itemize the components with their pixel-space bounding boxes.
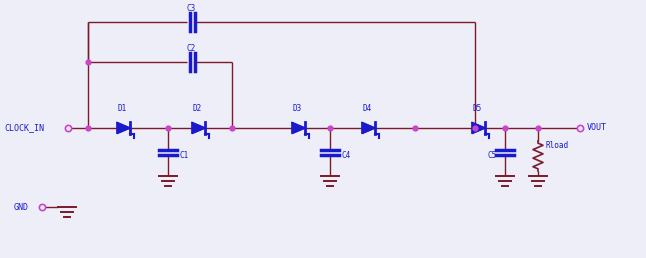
Polygon shape	[117, 122, 130, 134]
Text: D1: D1	[118, 104, 127, 113]
Text: D2: D2	[193, 104, 202, 113]
Text: D5: D5	[472, 104, 482, 113]
Text: C4: C4	[341, 150, 350, 159]
Text: C5: C5	[487, 150, 496, 159]
Text: C1: C1	[179, 150, 188, 159]
Polygon shape	[292, 122, 305, 134]
Text: D4: D4	[362, 104, 371, 113]
Polygon shape	[362, 122, 375, 134]
Text: D3: D3	[293, 104, 302, 113]
Text: CLOCK_IN: CLOCK_IN	[4, 124, 44, 133]
Text: Rload: Rload	[545, 141, 568, 150]
Text: GND: GND	[14, 203, 29, 212]
Polygon shape	[472, 122, 485, 134]
Polygon shape	[192, 122, 205, 134]
Text: C2: C2	[187, 44, 196, 53]
Text: VOUT: VOUT	[587, 124, 607, 133]
Text: C3: C3	[187, 4, 196, 13]
